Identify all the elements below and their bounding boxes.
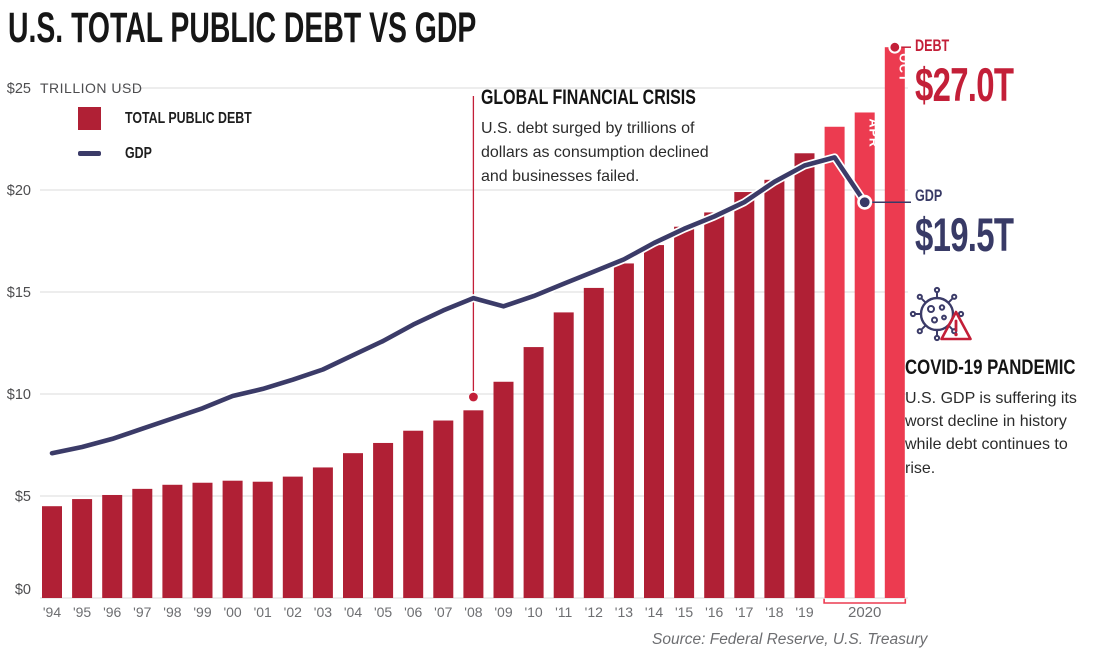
x-label-'00: '00 xyxy=(223,604,241,620)
debt-bar-'01 xyxy=(252,481,273,598)
debt-bar-'04 xyxy=(343,453,363,598)
x-label-'04: '04 xyxy=(344,604,362,620)
debt-bar-'10 xyxy=(523,347,544,598)
debt-bar-'16 xyxy=(704,212,725,598)
x-label-'99: '99 xyxy=(193,604,211,620)
x-label-'06: '06 xyxy=(404,604,422,620)
gdp-callout-label: GDP xyxy=(915,186,943,205)
y-tick-$10: $10 xyxy=(7,387,31,403)
gfc-heading: GLOBAL FINANCIAL CRISIS xyxy=(481,86,696,109)
bar-month-label-APR: APR xyxy=(866,118,880,147)
legend-gdp-label: GDP xyxy=(125,144,152,162)
gdp-callout: GDP $19.5T xyxy=(915,186,1055,262)
bracket-2020 xyxy=(823,598,907,604)
debt-callout-value: $27.0T xyxy=(915,58,1014,111)
x-label-'12: '12 xyxy=(585,604,603,620)
gfc-pointer-dot xyxy=(469,392,478,402)
debt-swatch xyxy=(78,107,101,130)
debt-bar-'98 xyxy=(162,484,183,598)
debt-bar-'09 xyxy=(493,381,514,598)
x-label-'96: '96 xyxy=(103,604,121,620)
x-label-'02: '02 xyxy=(284,604,302,620)
legend-item-debt: TOTAL PUBLIC DEBT xyxy=(78,106,283,131)
x-label-'95: '95 xyxy=(73,604,91,620)
covid-annotation: COVID-19 PANDEMIC U.S. GDP is suffering … xyxy=(905,282,1103,480)
x-label-'17: '17 xyxy=(735,604,753,620)
debt-bar-'94 xyxy=(42,506,62,598)
legend-debt-label: TOTAL PUBLIC DEBT xyxy=(125,109,252,127)
source-credit: Source: Federal Reserve, U.S. Treasury xyxy=(652,631,928,648)
x-label-'14: '14 xyxy=(645,604,663,620)
x-label-'09: '09 xyxy=(494,604,512,620)
page-title-text: U.S. TOTAL PUBLIC DEBT VS GDP xyxy=(8,4,477,52)
debt-bar-'95 xyxy=(72,499,93,598)
y-axis-unit-label: TRILLION USD xyxy=(40,80,142,96)
gfc-body: U.S. debt surged by trillions of dollars… xyxy=(481,120,709,185)
x-label-'94: '94 xyxy=(43,604,61,620)
debt-bar-'97 xyxy=(132,488,153,598)
debt-bar-APR xyxy=(854,112,875,598)
x-label-'01: '01 xyxy=(254,604,272,620)
y-tick-$0: $0 xyxy=(15,582,31,598)
gdp-swatch xyxy=(78,151,101,156)
y-tick-$20: $20 xyxy=(7,183,31,199)
debt-bar-'14 xyxy=(644,245,664,598)
x-label-'97: '97 xyxy=(133,604,151,620)
y-tick-$5: $5 xyxy=(15,489,31,505)
debt-bar-2020-26 xyxy=(824,126,845,598)
y-tick-$25: $25 xyxy=(7,81,31,97)
x-label-'16: '16 xyxy=(705,604,723,620)
debt-bar-'02 xyxy=(282,476,303,598)
bar-month-label-OCT: OCT xyxy=(896,53,910,82)
debt-bar-'08 xyxy=(463,410,484,598)
debt-bar-'07 xyxy=(433,420,454,598)
warning-triangle-icon xyxy=(940,310,972,341)
x-label-'98: '98 xyxy=(163,604,181,620)
debt-bar-'99 xyxy=(192,482,213,598)
x-label-'19: '19 xyxy=(795,604,813,620)
x-label-'07: '07 xyxy=(434,604,452,620)
gdp-callout-value: $19.5T xyxy=(915,208,1014,261)
legend: TOTAL PUBLIC DEBT GDP xyxy=(78,106,283,166)
debt-bar-'06 xyxy=(403,430,424,598)
covid-body: U.S. GDP is suffering its worst decline … xyxy=(905,390,1077,477)
debt-callout: DEBT $27.0T xyxy=(915,36,1055,112)
x-label-'10: '10 xyxy=(524,604,542,620)
page-title: U.S. TOTAL PUBLIC DEBT VS GDP xyxy=(8,4,718,53)
debt-end-dot xyxy=(888,40,902,54)
covid-heading: COVID-19 PANDEMIC xyxy=(905,356,1076,379)
debt-bar-'11 xyxy=(553,312,574,598)
debt-callout-label: DEBT xyxy=(915,36,950,55)
debt-bar-'19 xyxy=(794,153,815,598)
debt-bar-'96 xyxy=(102,494,123,598)
legend-item-gdp: GDP xyxy=(78,141,283,166)
x-label-'13: '13 xyxy=(615,604,633,620)
debt-bar-'12 xyxy=(583,287,604,598)
virus-warning-icon xyxy=(909,286,972,342)
gfc-annotation: GLOBAL FINANCIAL CRISIS U.S. debt surged… xyxy=(481,86,733,189)
debt-bar-'17 xyxy=(734,192,755,599)
debt-bar-'00 xyxy=(222,480,243,598)
x-label-'03: '03 xyxy=(314,604,332,620)
debt-bar-'13 xyxy=(613,263,634,598)
debt-bar-'03 xyxy=(312,467,333,598)
debt-bar-'05 xyxy=(373,442,394,598)
x-label-'15: '15 xyxy=(675,604,693,620)
x-label-'11: '11 xyxy=(555,604,572,620)
y-tick-$15: $15 xyxy=(7,285,31,301)
x-label-'05: '05 xyxy=(374,604,392,620)
virus-icon xyxy=(909,286,965,342)
x-label-'18: '18 xyxy=(765,604,783,620)
gdp-line xyxy=(49,155,867,456)
gdp-end-dot xyxy=(857,194,873,210)
x-label-2020: 2020 xyxy=(848,604,881,621)
debt-bar-'18 xyxy=(764,179,785,599)
x-label-'08: '08 xyxy=(464,604,482,620)
debt-bar-'15 xyxy=(674,226,695,598)
debt-bar-OCT xyxy=(884,47,905,598)
